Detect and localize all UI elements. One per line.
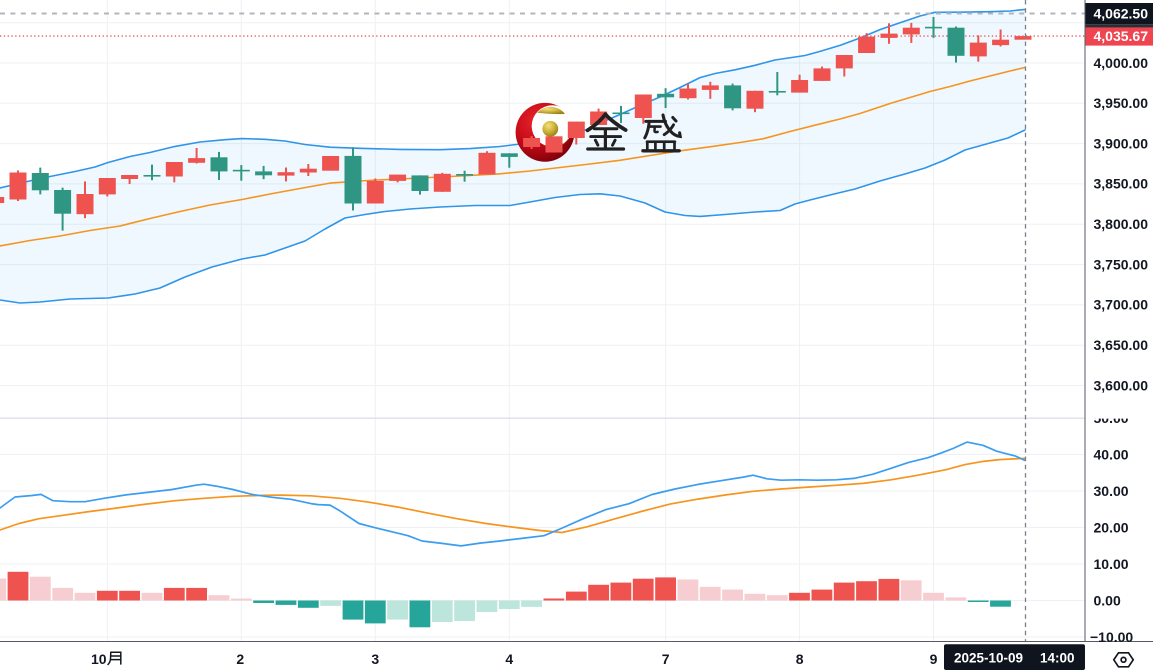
svg-text:40.00: 40.00 <box>1094 446 1129 462</box>
svg-text:2: 2 <box>236 651 244 667</box>
svg-text:3: 3 <box>371 651 379 667</box>
svg-text:3,900.00: 3,900.00 <box>1094 135 1149 151</box>
svg-text:3,950.00: 3,950.00 <box>1094 95 1149 111</box>
svg-text:14:00: 14:00 <box>1040 651 1075 666</box>
svg-text:0.00: 0.00 <box>1094 592 1121 608</box>
svg-text:4,062.50: 4,062.50 <box>1094 6 1149 22</box>
svg-text:3,650.00: 3,650.00 <box>1094 337 1149 353</box>
svg-text:10: 10 <box>91 651 107 667</box>
svg-text:20.00: 20.00 <box>1094 519 1129 535</box>
svg-text:3,600.00: 3,600.00 <box>1094 377 1149 393</box>
svg-text:4,000.00: 4,000.00 <box>1094 55 1149 71</box>
svg-text:3,850.00: 3,850.00 <box>1094 176 1149 192</box>
svg-text:3,700.00: 3,700.00 <box>1094 297 1149 313</box>
svg-text:7: 7 <box>662 651 670 667</box>
svg-text:4: 4 <box>505 651 513 667</box>
svg-text:10.00: 10.00 <box>1094 556 1129 572</box>
svg-text:−10.00: −10.00 <box>1090 629 1133 645</box>
svg-text:4,035.67: 4,035.67 <box>1094 28 1149 44</box>
svg-text:8: 8 <box>796 651 804 667</box>
svg-text:9: 9 <box>930 651 938 667</box>
svg-text:50.00: 50.00 <box>1094 410 1129 426</box>
svg-text:3,750.00: 3,750.00 <box>1094 256 1149 272</box>
svg-text:2025-10-09: 2025-10-09 <box>954 651 1023 666</box>
svg-text:30.00: 30.00 <box>1094 483 1129 499</box>
svg-text:3,800.00: 3,800.00 <box>1094 216 1149 232</box>
